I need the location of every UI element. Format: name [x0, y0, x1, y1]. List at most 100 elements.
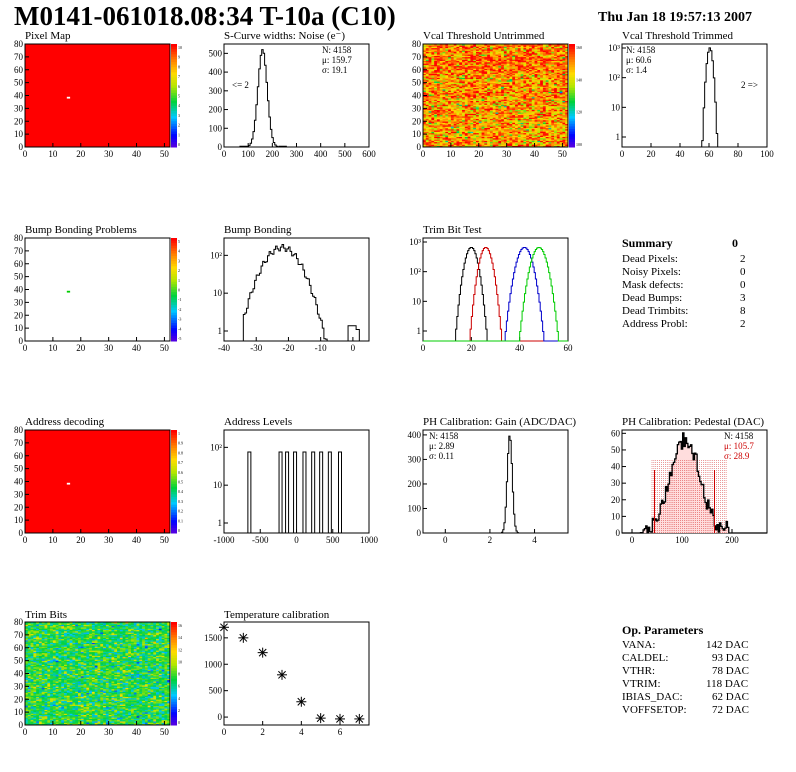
vcal-untrimmed-cell	[537, 104, 541, 107]
trim-bits-cell	[44, 718, 48, 721]
vcal-untrimmed-cell	[503, 108, 507, 110]
vcal-untrimmed-cell	[487, 117, 491, 119]
address-decoding-palette-cell	[171, 481, 177, 485]
vcal-untrimmed-palette-cell	[569, 85, 575, 89]
vcal-untrimmed-cell	[540, 51, 544, 54]
vcal-untrimmed-cell	[528, 64, 533, 67]
vcal-untrimmed-cell	[520, 82, 524, 85]
vcal-untrimmed-cell	[526, 134, 530, 136]
vcal-untrimmed-cell	[489, 90, 494, 92]
vcal-untrimmed-cell	[456, 125, 460, 127]
vcal-untrimmed-cell	[442, 67, 446, 69]
vcal-untrimmed-cell	[512, 87, 516, 90]
vcal-untrimmed-cell	[537, 137, 541, 140]
vcal-untrimmed-cell	[487, 68, 491, 71]
address-decoding-palette-cell	[171, 445, 177, 449]
vcal-untrimmed-cell	[492, 135, 496, 137]
vcal-untrimmed-cell	[540, 137, 544, 140]
vcal-untrimmed-cell	[528, 100, 533, 103]
vcal-untrimmed-cell	[448, 76, 452, 78]
vcal-untrimmed-cell	[562, 139, 566, 141]
vcal-untrimmed-cell	[436, 64, 441, 67]
bump-problems-ytick-label: 20	[14, 310, 24, 320]
vcal-untrimmed-cell	[487, 46, 491, 49]
vcal-untrimmed-cell	[515, 113, 519, 116]
vcal-untrimmed-cell	[459, 99, 463, 101]
vcal-untrimmed-cell	[517, 59, 521, 62]
vcal-untrimmed-cell	[423, 60, 427, 63]
vcal-untrimmed-cell	[489, 135, 494, 137]
vcal-untrimmed-cell	[467, 103, 471, 105]
vcal-untrimmed-cell	[431, 67, 435, 69]
trim-bits-cell	[164, 714, 168, 717]
vcal-untrimmed-cell	[534, 104, 538, 107]
vcal-untrimmed-cell	[434, 126, 438, 128]
vcal-untrimmed-cell	[459, 94, 463, 96]
vcal-untrimmed-cell	[425, 121, 429, 123]
vcal-untrimmed-cell	[506, 104, 510, 107]
vcal-untrimmed-cell	[459, 89, 463, 91]
vcal-untrimmed-cell	[448, 56, 452, 59]
vcal-untrimmed-cell	[459, 87, 463, 90]
vcal-untrimmed-cell	[542, 113, 546, 116]
vcal-untrimmed-cell	[478, 60, 482, 63]
vcal-untrimmed-cell	[462, 80, 466, 82]
vcal-untrimmed-cell	[537, 122, 541, 125]
vcal-untrimmed-cell	[517, 71, 521, 73]
vcal-untrimmed-cell	[503, 136, 507, 139]
vcal-untrimmed-cell	[475, 143, 480, 145]
vcal-untrimmed-cell	[492, 54, 496, 56]
vcal-untrimmed-cell	[473, 98, 477, 100]
vcal-untrimmed-cell	[439, 104, 443, 107]
vcal-untrimmed-cell	[475, 54, 480, 56]
vcal-untrimmed-cell	[548, 69, 552, 72]
trim-bits-cell	[64, 714, 68, 717]
vcal-untrimmed-cell	[554, 103, 558, 105]
vcal-untrimmed-cell	[512, 110, 516, 113]
vcal-untrimmed-cell	[467, 62, 471, 64]
vcal-untrimmed-cell	[470, 89, 474, 91]
vcal-untrimmed-cell	[498, 94, 502, 96]
vcal-untrimmed-cell	[478, 76, 482, 78]
vcal-untrimmed-cell	[515, 139, 519, 141]
vcal-untrimmed-cell	[459, 132, 463, 135]
vcal-untrimmed-cell	[534, 125, 538, 127]
vcal-untrimmed-cell	[448, 130, 452, 132]
vcal-untrimmed-cell	[481, 122, 485, 125]
vcal-untrimmed-cell	[517, 76, 521, 78]
vcal-untrimmed-cell	[512, 58, 516, 60]
vcal-untrimmed-cell	[512, 91, 516, 94]
vcal-untrimmed-cell	[442, 123, 446, 126]
vcal-untrimmed-cell	[559, 95, 563, 98]
vcal-untrimmed-cell	[515, 81, 519, 83]
trim-bits-cell	[80, 713, 84, 715]
vcal-untrimmed-cell	[520, 72, 524, 74]
vcal-untrimmed-cell	[464, 44, 468, 46]
vcal-untrimmed-cell	[475, 59, 480, 62]
vcal-untrimmed-cell	[503, 95, 507, 98]
vcal-untrimmed-cell	[495, 125, 499, 127]
vcal-untrimmed-cell	[542, 136, 546, 139]
trim-bits-cell	[128, 714, 132, 717]
vcal-untrimmed-cell	[554, 53, 558, 55]
vcal-untrimmed-cell	[434, 78, 438, 81]
vcal-untrimmed-cell	[481, 139, 485, 141]
trim-bits-cell	[72, 722, 76, 725]
vcal-untrimmed-cell	[526, 104, 530, 107]
vcal-untrimmed-cell	[453, 112, 457, 114]
vcal-untrimmed-cell	[473, 81, 477, 83]
vcal-untrimmed-cell	[492, 78, 496, 81]
vcal-untrimmed-cell	[542, 53, 546, 55]
vcal-untrimmed-cell	[450, 96, 454, 99]
vcal-untrimmed-cell	[506, 50, 510, 53]
vcal-untrimmed-cell	[512, 94, 516, 96]
trim-bits-cell	[125, 715, 129, 718]
vcal-untrimmed-cell	[545, 74, 549, 77]
vcal-untrimmed-cell	[528, 103, 533, 105]
vcal-untrimmed-cell	[556, 87, 560, 90]
vcal-untrimmed-cell	[537, 44, 541, 46]
trim-bits-cell	[97, 718, 101, 721]
vcal-untrimmed-cell	[540, 71, 544, 73]
vcal-untrimmed-cell	[489, 121, 494, 123]
vcal-untrimmed-cell	[467, 117, 471, 119]
